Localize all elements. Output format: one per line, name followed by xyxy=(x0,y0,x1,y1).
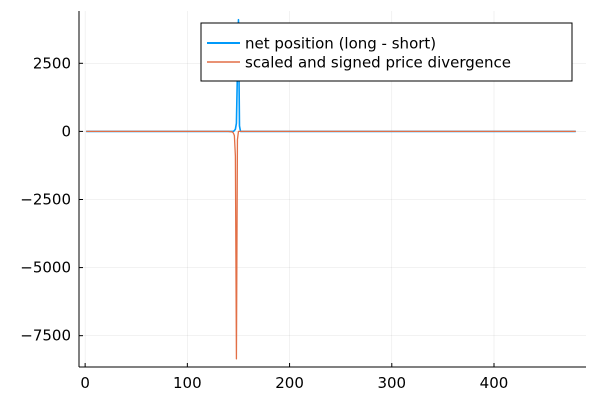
legend-box xyxy=(200,22,573,82)
y-tick-label: −7500 xyxy=(20,327,71,345)
x-tick-label: 0 xyxy=(80,374,90,392)
series-line-price-divergence xyxy=(86,130,576,360)
axes xyxy=(78,11,586,368)
x-tick-label: 100 xyxy=(173,374,202,392)
y-tick-label: −2500 xyxy=(20,190,71,208)
ticks: 0 100 200 300 400 −7500 −5000 −2500 0 2500 xyxy=(20,54,508,392)
x-tick-label: 300 xyxy=(377,374,406,392)
series-layer xyxy=(86,18,576,360)
y-tick-label: −5000 xyxy=(20,259,71,277)
y-tick-label: 0 xyxy=(61,122,71,140)
x-tick-label: 200 xyxy=(275,374,304,392)
x-tick-label: 400 xyxy=(480,374,509,392)
y-tick-label: 2500 xyxy=(33,54,71,72)
legend: net position (long - short) scaled and s… xyxy=(200,22,573,82)
legend-label-price-divergence: scaled and signed price divergence xyxy=(245,54,511,72)
legend-label-net-position: net position (long - short) xyxy=(245,35,436,53)
